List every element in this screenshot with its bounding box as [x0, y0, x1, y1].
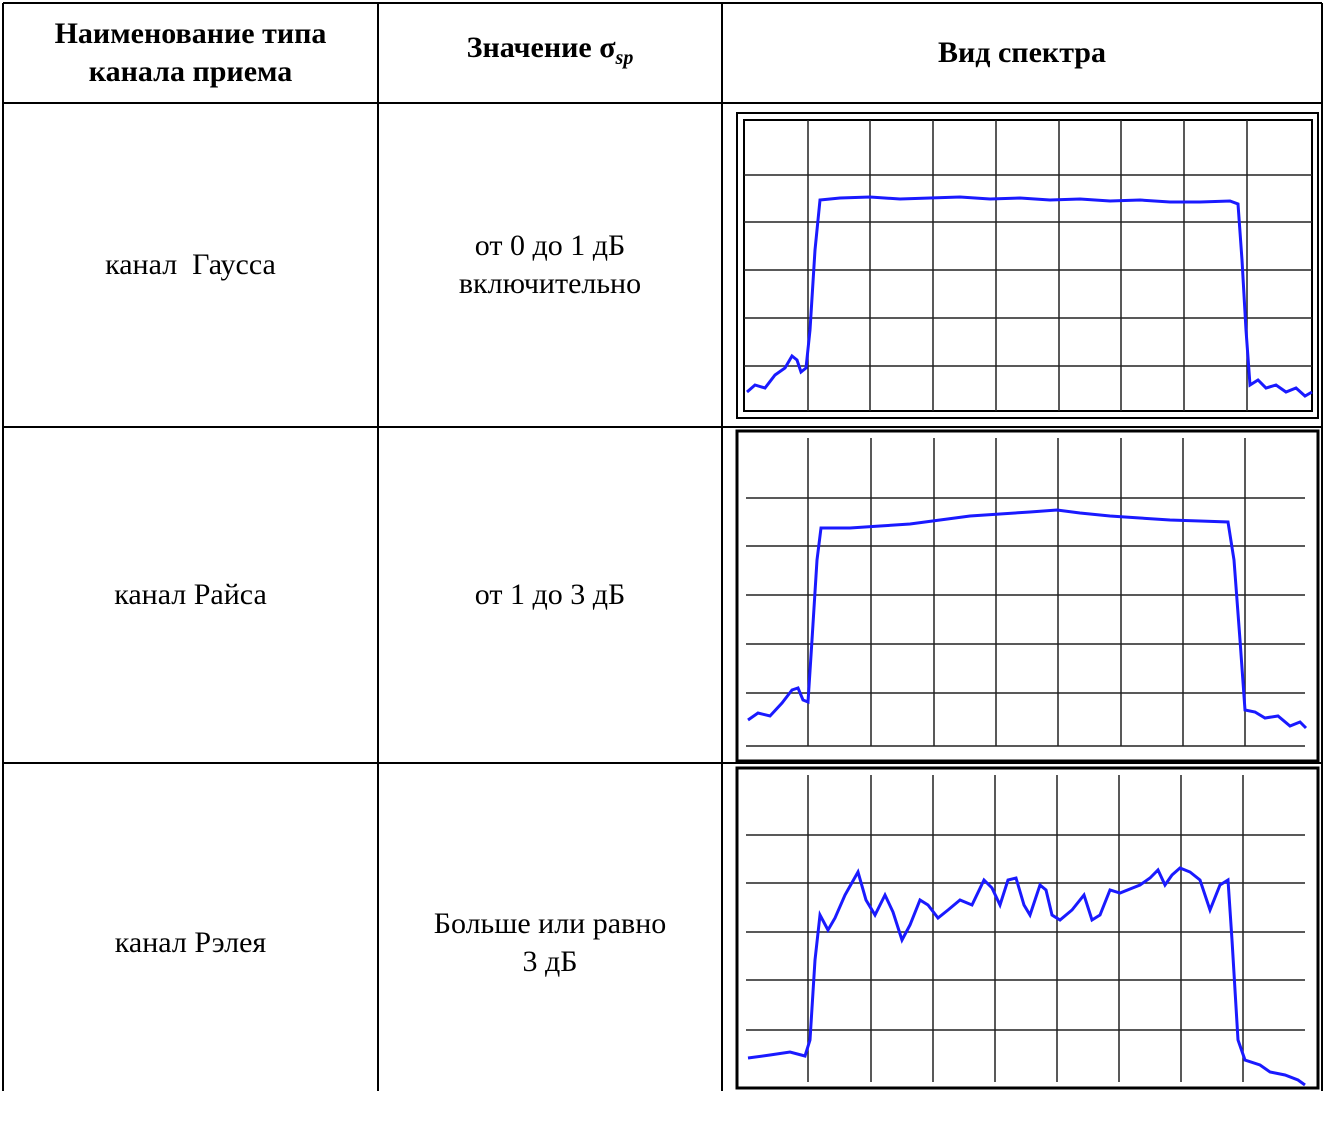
cell: канал Райса — [3, 427, 378, 763]
header-text: Вид спектра — [938, 36, 1106, 69]
cell: от 0 до 1 дБ включительно — [378, 103, 722, 427]
cell-text: от 0 до 1 дБ — [474, 229, 626, 262]
cell-text: канал Гаусса — [105, 248, 276, 281]
header-text: канала приема — [88, 55, 293, 88]
table-lines — [2, 2, 1323, 1091]
subscript: sp — [615, 47, 634, 69]
cell: от 1 до 3 дБ — [378, 427, 722, 763]
cell-text: Больше или равно — [433, 907, 667, 940]
spectrum-rayleigh — [735, 766, 1320, 1090]
header-text: Наименование типа — [54, 17, 327, 50]
cell-text: включительно — [458, 267, 642, 300]
cell: канал Гаусса — [3, 103, 378, 427]
cell-text: канал Рэлея — [114, 926, 267, 959]
header-text: Значение σ — [466, 31, 616, 64]
page: Наименование типа канала приема Значение… — [2, 2, 1323, 1091]
header-cell: Значение σsp — [378, 3, 722, 103]
header-cell: Вид спектра — [722, 3, 1322, 103]
cell-text: 3 дБ — [522, 945, 578, 978]
cell: канал Рэлея — [3, 763, 378, 1123]
header-text: Значение σsp — [467, 29, 634, 77]
spectrum-rice — [735, 429, 1320, 763]
cell: Больше или равно 3 дБ — [378, 763, 722, 1123]
spectrum-gauss — [736, 112, 1319, 419]
cell-text: от 1 до 3 дБ — [474, 578, 626, 611]
header-cell: Наименование типа канала приема — [3, 3, 378, 103]
cell-text: канал Райса — [114, 578, 267, 611]
